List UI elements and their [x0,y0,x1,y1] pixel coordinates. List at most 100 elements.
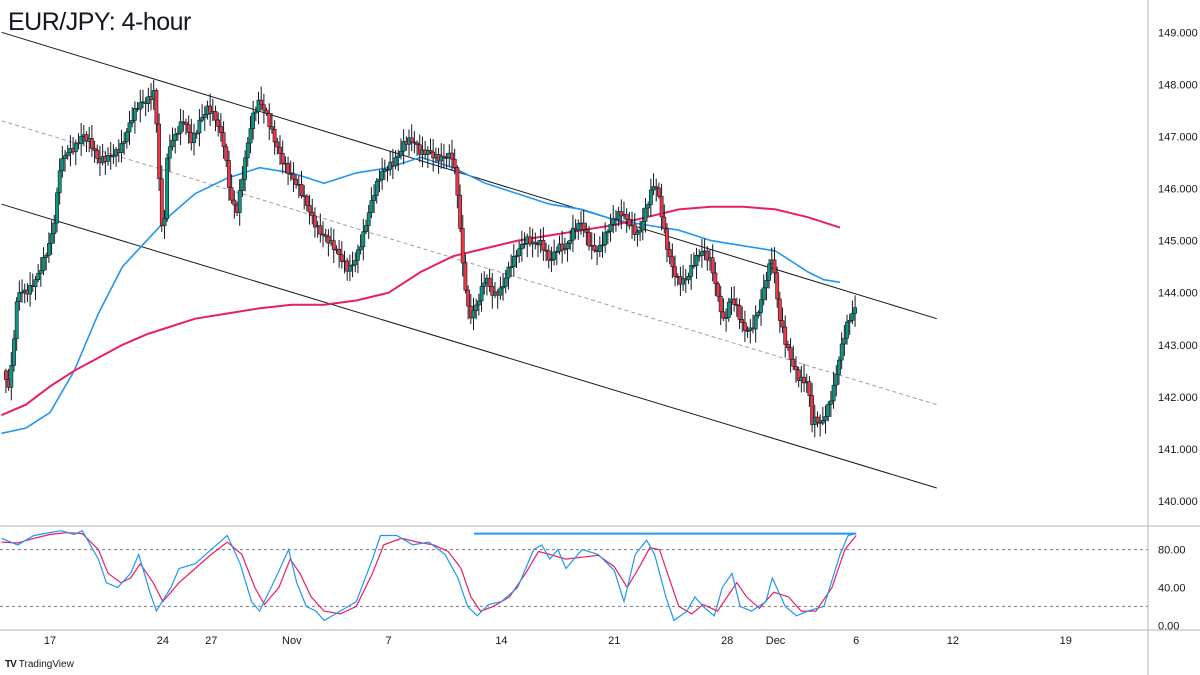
candle [643,198,648,233]
candle-body [224,146,229,161]
stochastic-d-line [1,531,857,615]
candle [603,222,608,253]
candle [261,93,266,124]
candle-body [41,257,46,271]
time-axis[interactable]: 17 24 27 Nov 7 14 21 28 Dec 6 12 19 [44,635,1072,647]
candle-body [643,207,648,222]
candle [259,86,264,111]
candle [839,332,844,370]
candle [272,120,277,155]
candle [810,383,815,433]
candle [372,184,377,214]
candle [632,213,637,241]
stochastic-axis[interactable]: 0.00 40.00 80.00 [1158,545,1186,633]
price-axis[interactable]: 140.000 141.000 142.000 143.000 144.000 145.0… [1158,27,1198,508]
candle-body [611,218,616,225]
candle-body [261,104,266,111]
price-tick-label: 142.000 [1158,392,1198,404]
price-channel [1,31,937,489]
candle [627,212,632,230]
candle [232,190,237,219]
candle [291,162,296,193]
candle [705,245,710,271]
candle [681,265,686,292]
candle [807,376,812,407]
candle-body [686,275,691,281]
candle [194,130,199,139]
candle-body [219,126,223,133]
candle-body [259,99,264,106]
candle-body [624,214,629,220]
candle-body [837,359,841,375]
candle-body [466,289,471,307]
candle-body [318,225,323,235]
candle [353,252,358,273]
candle-body [339,254,344,262]
candle-body [4,370,8,380]
candle-body [772,259,777,274]
candle-body [487,277,492,287]
candle [95,144,100,165]
candle [369,187,374,219]
candle-body [635,231,640,235]
candle-body [785,343,790,348]
candle [597,236,602,257]
candle [815,411,820,428]
candle [788,338,793,373]
candle [90,125,94,157]
candle-body [716,283,720,297]
candle-body [737,304,742,320]
candle [385,165,390,182]
candle [546,244,551,269]
candle-body [307,205,312,213]
candle-body [826,403,831,417]
candle [412,131,417,154]
candle [106,147,110,166]
candle-body [732,298,737,305]
candle [501,272,506,301]
candle-body [304,195,309,206]
candle-body [441,155,446,158]
candle-body [221,132,226,148]
candle [541,227,546,261]
candle-body [17,292,22,303]
candle [724,308,729,332]
candle-body [627,219,632,227]
tradingview-brand[interactable]: TV TradingView [5,659,74,670]
candle-body [815,416,820,423]
candle-body [167,146,172,159]
candle-body [584,229,589,233]
candle-body [398,150,403,157]
candle-body [648,189,653,205]
candle [509,254,514,277]
candle-body [831,384,836,402]
candle-body [845,321,849,339]
candle [122,132,127,155]
candle-body [127,122,132,133]
candle [393,150,398,170]
candle [482,271,487,295]
candle-body [428,150,433,153]
candle [337,239,342,268]
candle [366,204,371,239]
candle-body [232,199,237,206]
candle-body [640,221,645,231]
candle [229,174,234,204]
candle [820,406,825,426]
candle-body [783,326,788,345]
candle [826,401,831,422]
candle [221,121,226,159]
candle [165,153,170,222]
candle [323,228,328,243]
candle-body [710,257,715,274]
candle [407,129,411,157]
candle [192,123,196,156]
moving-averages [1,156,841,435]
candle [243,150,248,192]
candle-body [665,228,669,250]
candle [4,368,8,394]
candle [785,340,790,351]
candle [605,229,610,244]
candle [764,271,769,301]
